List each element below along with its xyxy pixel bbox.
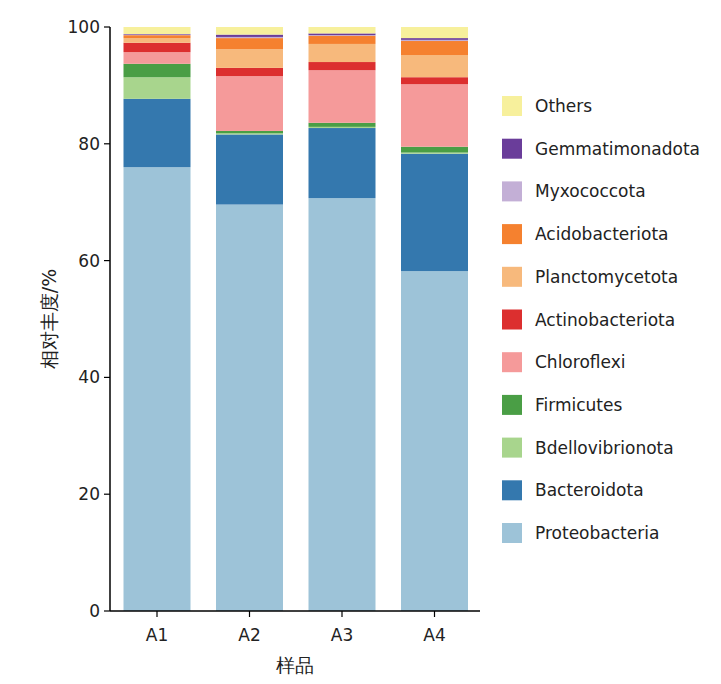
bar-segment	[309, 198, 376, 611]
bar-segment	[401, 40, 468, 41]
bar-segment	[216, 76, 283, 131]
bar-segment	[216, 134, 283, 204]
legend-label: Bacteroidota	[535, 480, 644, 500]
bar-segment	[216, 68, 283, 76]
legend-swatch	[502, 96, 522, 116]
bar-segment	[401, 84, 468, 146]
legend-label: Planctomycetota	[535, 267, 678, 287]
legend-label: Acidobacteriota	[535, 224, 668, 244]
bar-segment	[309, 70, 376, 123]
bar-segment	[216, 27, 283, 35]
y-tick	[104, 143, 110, 144]
bar-segment	[124, 99, 191, 167]
x-tick	[434, 611, 435, 617]
bar-segment	[309, 36, 376, 44]
y-tick	[104, 377, 110, 378]
y-tick-label: 60	[78, 251, 100, 271]
bar-segment	[216, 49, 283, 68]
bar-segment	[309, 27, 376, 33]
legend-swatch	[502, 395, 522, 415]
x-axis-label: 样品	[276, 654, 314, 676]
legend-label: Others	[535, 96, 592, 116]
bar-segment	[124, 43, 191, 52]
legend: Others Gemmatimonadota Myxococcota Acidobac…	[502, 96, 700, 543]
chart: 0 20 40 60 80 100 A1 A2 A3 A4 样品 相对丰度/% Others Gemmat…	[0, 0, 721, 684]
bar-segment	[401, 41, 468, 55]
legend-swatch	[502, 267, 522, 287]
legend-label: Gemmatimonadota	[535, 139, 700, 159]
bar-segment	[401, 27, 468, 38]
bar-segment	[124, 38, 191, 43]
x-tick-label: A2	[238, 625, 260, 645]
y-tick	[104, 260, 110, 261]
y-tick	[104, 610, 110, 611]
legend-label: Chloroflexi	[535, 352, 625, 372]
x-tick-label: A4	[423, 625, 445, 645]
bar-segment	[124, 167, 191, 611]
bar-segment	[124, 27, 191, 34]
y-tick	[104, 494, 110, 495]
y-tick-label: 20	[78, 484, 100, 504]
bar-segment	[309, 128, 376, 198]
bar-segment	[216, 38, 283, 49]
y-tick-label: 100	[68, 17, 100, 37]
legend-label: Proteobacteria	[535, 523, 659, 543]
bar-segment	[216, 37, 283, 38]
legend-label: Actinobacteriota	[535, 310, 675, 330]
y-tick-label: 40	[78, 367, 100, 387]
x-tick-label: A1	[146, 625, 168, 645]
bar-segment	[309, 44, 376, 62]
bar-segment	[124, 64, 191, 77]
legend-swatch	[502, 438, 522, 458]
bar-segment	[309, 33, 376, 35]
bar-segment	[401, 38, 468, 40]
bar-segment	[216, 131, 283, 133]
y-axis-label: 相对丰度/%	[38, 269, 60, 369]
legend-swatch	[502, 224, 522, 244]
bar-segment	[309, 127, 376, 128]
x-axis	[110, 610, 480, 612]
bar-segment	[401, 154, 468, 271]
bar-segment	[401, 77, 468, 84]
legend-swatch	[502, 139, 522, 159]
bar-segment	[124, 77, 191, 99]
legend-label: Firmicutes	[535, 395, 622, 415]
bar-segment	[124, 35, 191, 38]
legend-swatch	[502, 480, 522, 500]
bar-segment	[124, 52, 191, 64]
y-tick	[104, 26, 110, 27]
bar-segment	[401, 147, 468, 153]
bar-segment	[401, 153, 468, 154]
legend-swatch	[502, 181, 522, 201]
bars	[124, 27, 469, 611]
legend-label: Myxococcota	[535, 181, 646, 201]
y-tick-label: 0	[89, 601, 100, 621]
bar-segment	[401, 55, 468, 77]
legend-label: Bdellovibrionota	[535, 438, 674, 458]
legend-swatch	[502, 523, 522, 543]
y-axis	[109, 27, 111, 611]
bar-segment	[309, 123, 376, 127]
x-tick	[341, 611, 342, 617]
bar-segment	[401, 271, 468, 611]
bar-segment	[216, 35, 283, 37]
y-tick-label: 80	[78, 134, 100, 154]
x-tick	[249, 611, 250, 617]
bar-segment	[124, 34, 191, 36]
x-tick	[156, 611, 157, 617]
bar-segment	[216, 205, 283, 611]
bar-segment	[309, 62, 376, 70]
legend-swatch	[502, 310, 522, 330]
x-tick-label: A3	[331, 625, 353, 645]
bar-segment	[216, 133, 283, 134]
legend-swatch	[502, 352, 522, 372]
